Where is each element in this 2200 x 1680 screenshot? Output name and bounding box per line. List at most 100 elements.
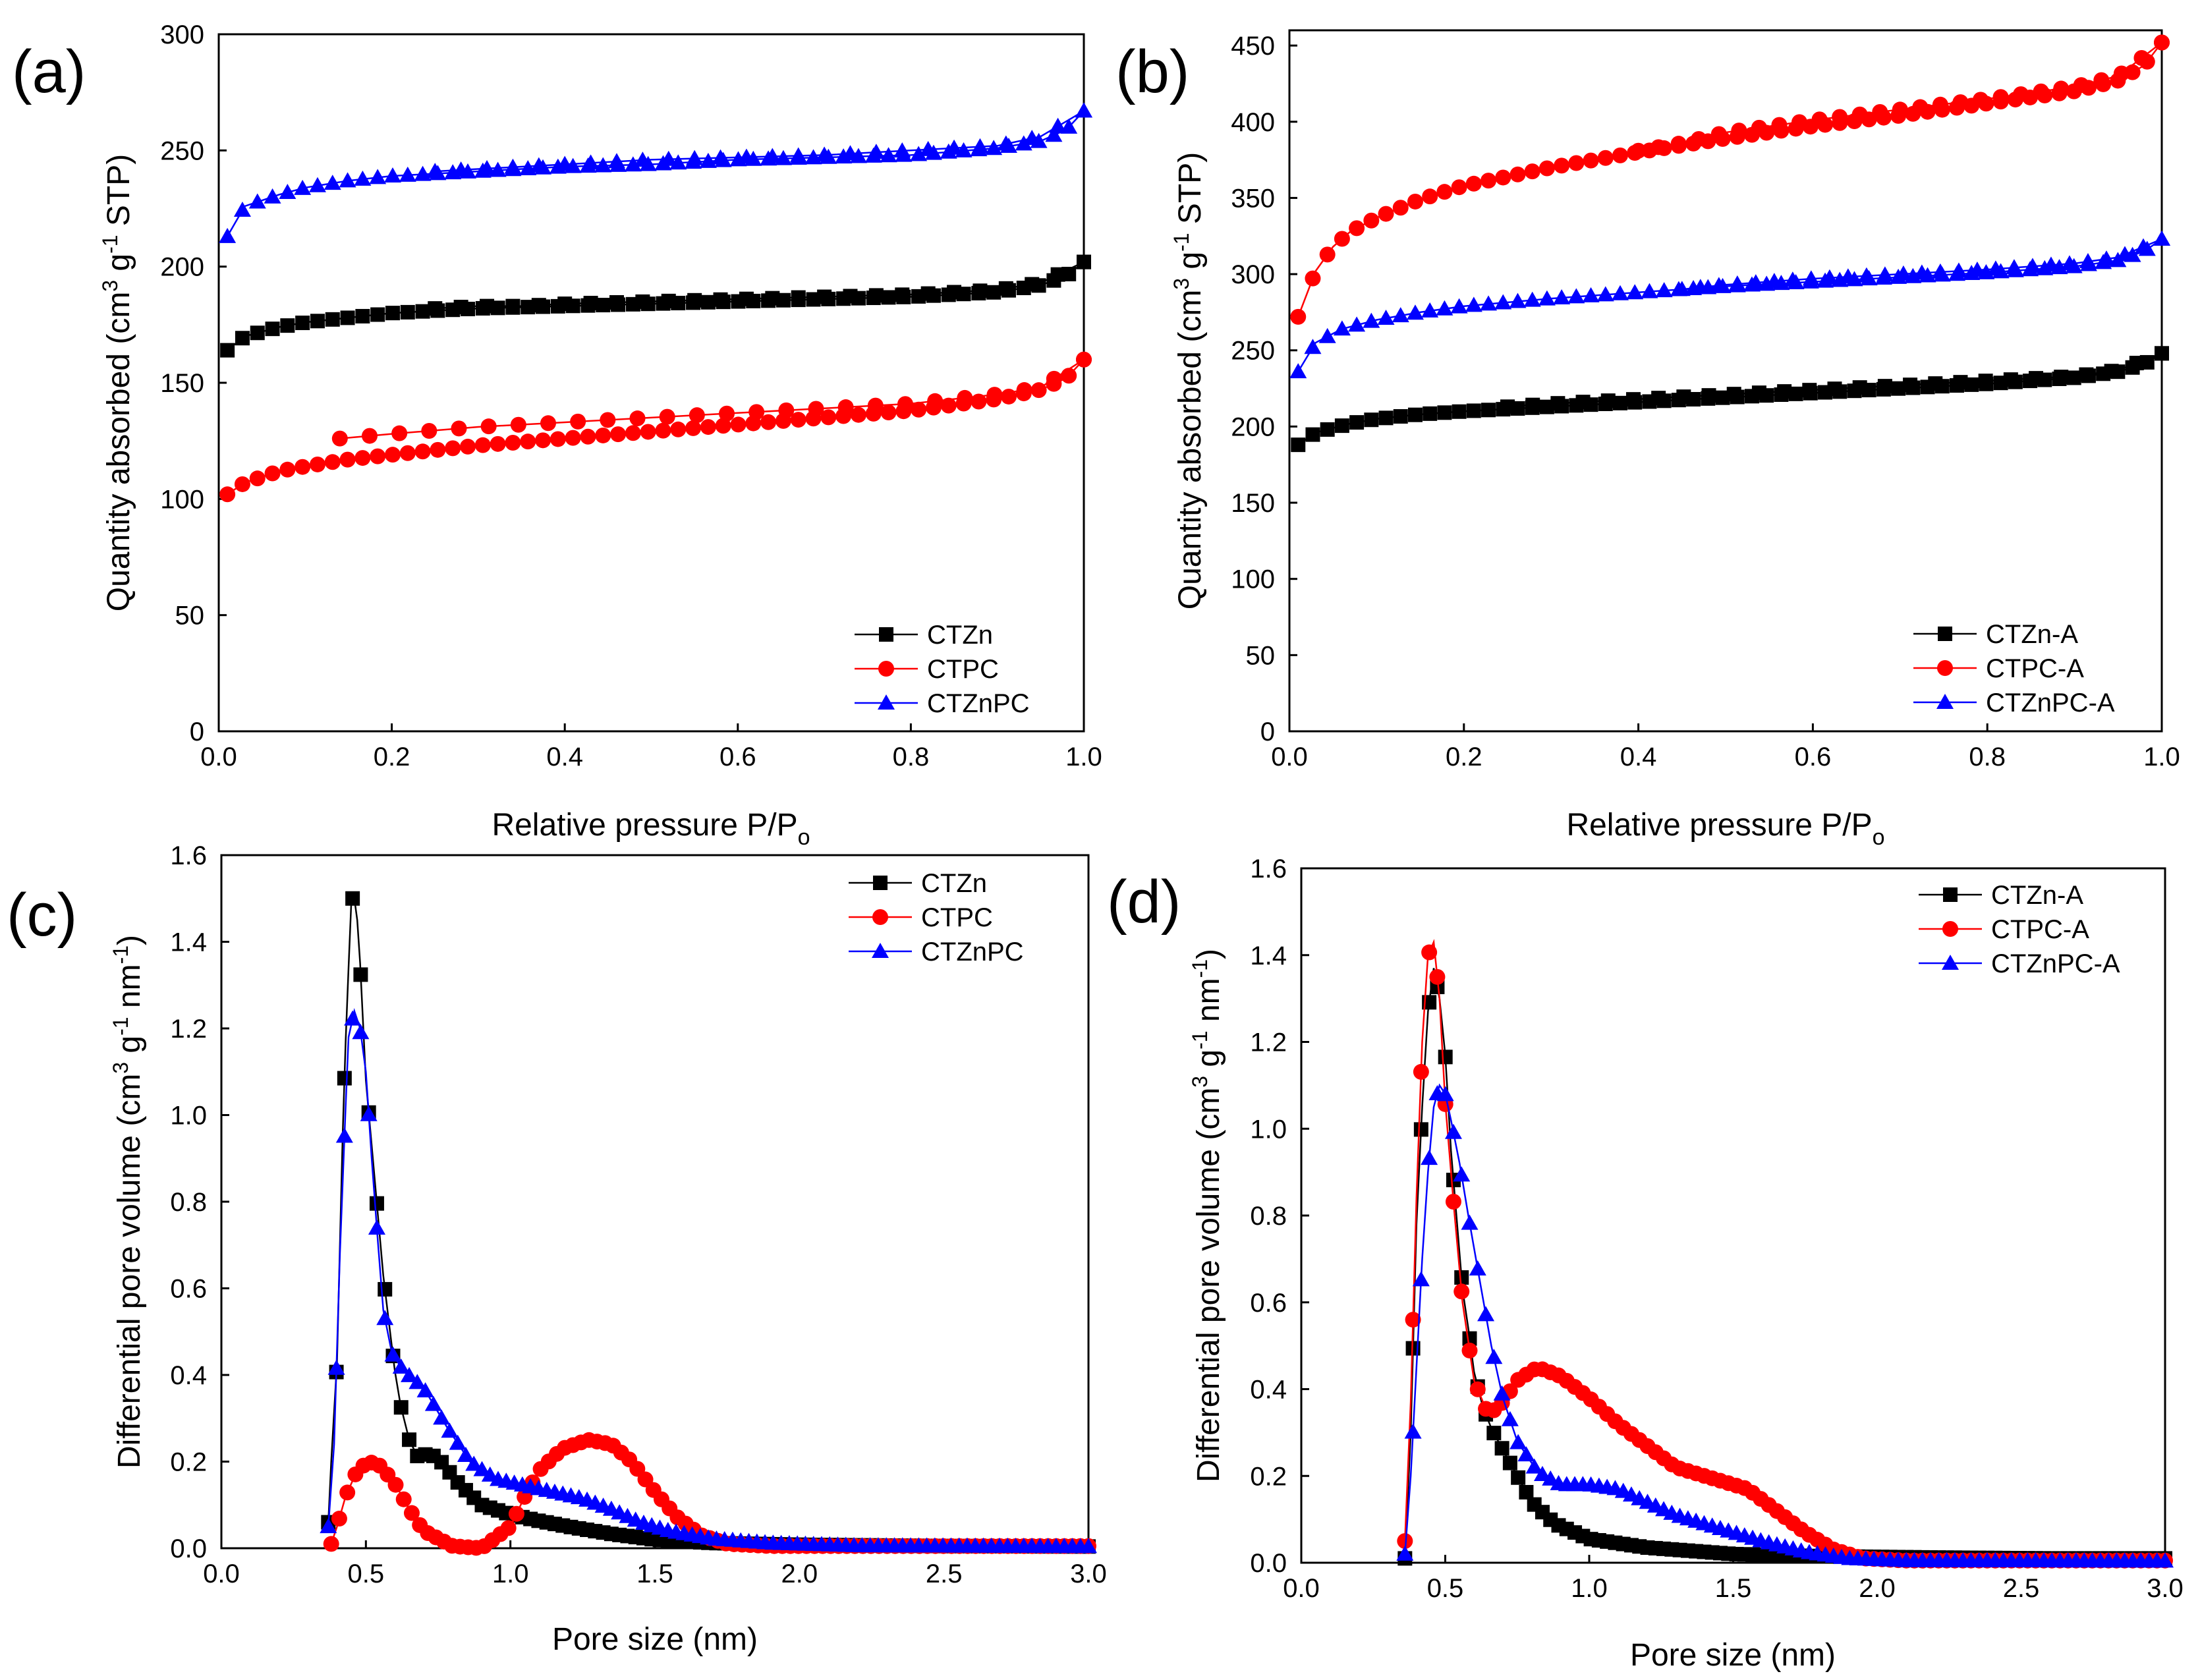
- data-point: [383, 167, 401, 183]
- data-point: [1517, 1446, 1535, 1462]
- data-point: [1469, 1381, 1486, 1397]
- y-tick-label: 0: [1260, 717, 1275, 746]
- x-tick-label: 1.0: [1065, 742, 1102, 771]
- data-point: [428, 301, 443, 316]
- data-point: [556, 155, 574, 171]
- data-point: [430, 441, 446, 458]
- data-point: [881, 290, 896, 305]
- data-point: [1872, 104, 1888, 121]
- legend-marker: [872, 909, 888, 925]
- data-point: [1877, 379, 1892, 394]
- data-point: [1493, 1385, 1511, 1401]
- data-point: [700, 419, 716, 435]
- data-point: [295, 459, 311, 475]
- y-tick-label: 1.4: [1250, 941, 1287, 970]
- data-point: [1731, 123, 1747, 139]
- data-point: [1436, 300, 1453, 316]
- series-ctznpc-a: [1396, 1083, 2174, 1568]
- data-point: [1567, 288, 1585, 304]
- data-point: [421, 423, 437, 439]
- x-ticks-c: 0.0 0.5 1.0 1.5 2.0 2.5 3.0: [203, 1540, 1107, 1588]
- legend-marker: [1943, 887, 1958, 902]
- data-point: [998, 281, 1013, 296]
- data-point: [1582, 287, 1600, 302]
- data-point: [323, 1536, 339, 1552]
- x-tick-label: 1.0: [2143, 742, 2180, 771]
- data-point: [2116, 246, 2133, 262]
- data-point: [919, 140, 937, 156]
- data-point: [1377, 310, 1395, 325]
- y-tick-label: 150: [1231, 489, 1275, 518]
- data-point: [1784, 271, 1801, 287]
- x-tick-label: 0.8: [1969, 742, 2006, 771]
- y-tick-label: 0.6: [170, 1275, 207, 1304]
- data-point: [1050, 267, 1065, 282]
- data-point: [294, 179, 312, 195]
- data-point: [1421, 944, 1438, 961]
- data-point: [441, 1422, 459, 1438]
- x-tick-label: 2.0: [1859, 1574, 1896, 1603]
- y-axis-label-c: Differential pore volume (cm3 g-1 nm-1): [109, 935, 147, 1469]
- x-tick-label: 0.6: [719, 742, 756, 771]
- data-point: [1525, 1458, 1543, 1474]
- x-tick-label: 1.5: [1715, 1574, 1752, 1603]
- data-point: [1461, 1342, 1478, 1358]
- y-tick-label: 250: [1231, 337, 1275, 366]
- y-tick-label: 400: [1231, 108, 1275, 137]
- data-point: [1291, 437, 1306, 453]
- data-point: [2097, 250, 2115, 266]
- x-tick-label: 0.8: [893, 742, 930, 771]
- legend-marker: [879, 627, 893, 642]
- data-point: [399, 445, 416, 461]
- data-point: [1892, 101, 1908, 118]
- y-tick-label: 1.2: [1250, 1028, 1287, 1057]
- data-point: [1025, 277, 1040, 292]
- data-point: [384, 447, 401, 463]
- data-point: [583, 296, 598, 311]
- data-point: [1913, 264, 1931, 280]
- data-point: [540, 415, 556, 432]
- data-point: [369, 1196, 384, 1211]
- data-point: [310, 314, 325, 329]
- data-point: [320, 1518, 337, 1534]
- legend-marker: [878, 694, 895, 710]
- data-point: [1791, 114, 1808, 130]
- data-point: [1728, 275, 1746, 291]
- data-point: [337, 1071, 352, 1086]
- legend-marker: [873, 876, 888, 890]
- data-point: [760, 414, 777, 430]
- data-point: [369, 169, 387, 184]
- data-point: [582, 154, 600, 170]
- data-point: [2029, 371, 2044, 386]
- series-ctpc-a: [1290, 34, 2170, 325]
- data-point: [1524, 163, 1540, 180]
- x-tick-label: 3.0: [1070, 1559, 1107, 1588]
- data-point: [250, 325, 265, 341]
- data-point: [1802, 383, 1817, 398]
- data-point: [1641, 283, 1658, 298]
- data-point: [2013, 86, 2029, 102]
- data-point: [339, 1484, 356, 1501]
- data-point: [880, 147, 897, 163]
- data-point: [841, 145, 859, 161]
- data-point: [713, 292, 728, 307]
- legend-label: CTZnPC: [921, 938, 1024, 966]
- data-point: [1485, 1349, 1503, 1364]
- series-line-adsorption: [1404, 968, 2165, 1559]
- data-point: [1452, 404, 1467, 419]
- data-point: [2053, 80, 2070, 97]
- data-point: [279, 183, 296, 199]
- data-point: [1500, 399, 1515, 414]
- x-tick-label: 0.5: [348, 1559, 385, 1588]
- data-point: [1486, 1426, 1502, 1441]
- data-point: [1651, 391, 1666, 406]
- panel-b: (b) 0.0 0.2 0.4 0.6 0.8 1.0 0 50 100 150 200 250 30…: [1115, 29, 2180, 850]
- data-point: [1494, 1441, 1509, 1456]
- data-point: [1494, 294, 1512, 310]
- data-point: [850, 406, 866, 423]
- data-point: [1553, 289, 1571, 304]
- data-point: [1348, 316, 1366, 332]
- data-point: [1538, 160, 1555, 177]
- x-ticks-d: 0.0 0.5 1.0 1.5 2.0 2.5 3.0: [1283, 1555, 2184, 1603]
- data-point: [370, 448, 386, 464]
